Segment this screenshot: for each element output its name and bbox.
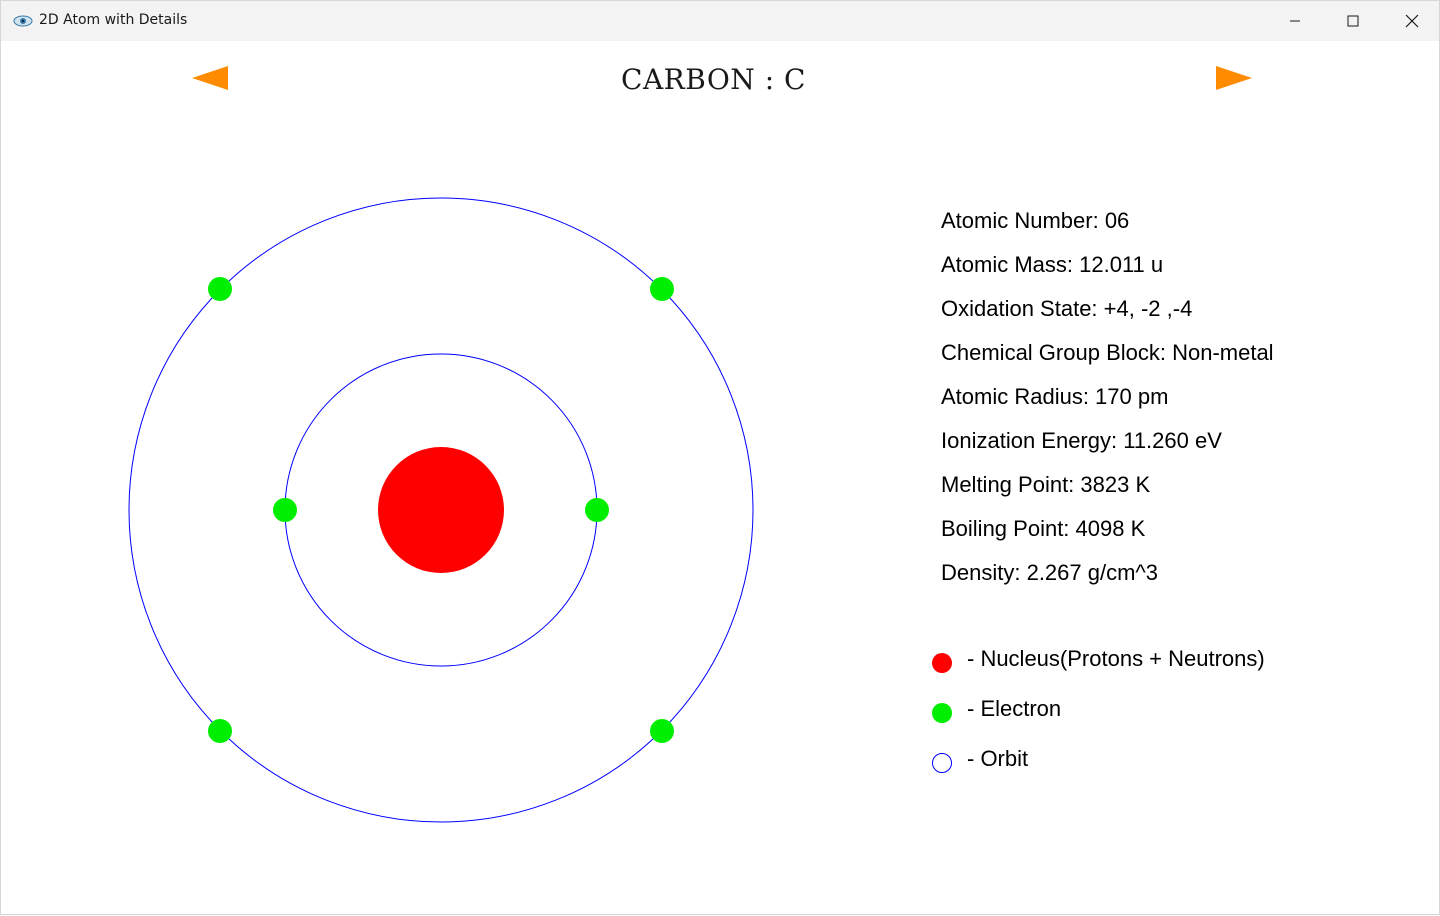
nucleus-legend-icon	[932, 653, 952, 673]
minimize-icon	[1290, 20, 1300, 22]
boiling-point: Boiling Point: 4098 K	[941, 516, 1146, 541]
previous-element-button[interactable]	[190, 64, 230, 92]
atomic-radius: Atomic Radius: 170 pm	[941, 384, 1169, 409]
electron	[650, 719, 674, 743]
atomic-mass: Atomic Mass: 12.011 u	[941, 252, 1164, 277]
arrow-right-icon	[1216, 66, 1252, 90]
electron	[585, 498, 609, 522]
arrow-left-icon	[192, 66, 228, 90]
maximize-icon	[1347, 15, 1359, 27]
element-details: Atomic Number: 06 Atomic Mass: 12.011 u …	[941, 204, 1274, 600]
legend-label: - Orbit	[967, 746, 1029, 771]
legend-label: - Nucleus(Protons + Neutrons)	[967, 646, 1265, 671]
electron	[273, 498, 297, 522]
app-eye-icon	[13, 15, 33, 27]
orbit-legend-icon	[932, 753, 952, 773]
title-bar[interactable]: 2D Atom with Details	[1, 1, 1439, 41]
atom-diagram	[128, 197, 754, 823]
chemical-group-block: Chemical Group Block: Non-metal	[941, 340, 1274, 365]
close-icon	[1405, 14, 1419, 28]
oxidation-state: Oxidation State: +4, -2 ,-4	[941, 296, 1193, 321]
electron-legend-icon	[932, 703, 952, 723]
electron	[650, 277, 674, 301]
nucleus	[378, 447, 504, 573]
main-canvas: CARBON : C Atomic Number: 06 Atomic Mass…	[1, 41, 1440, 916]
density: Density: 2.267 g/cm^3	[941, 560, 1158, 585]
atomic-number: Atomic Number: 06	[941, 208, 1130, 233]
outer-orbit	[128, 197, 754, 823]
window-title: 2D Atom with Details	[39, 12, 188, 28]
melting-point: Melting Point: 3823 K	[941, 472, 1151, 497]
next-element-button[interactable]	[1214, 64, 1254, 92]
legend-label: - Electron	[967, 696, 1062, 721]
electron	[208, 277, 232, 301]
maximize-button[interactable]	[1324, 1, 1382, 41]
element-title: CARBON : C	[621, 63, 806, 96]
close-button[interactable]	[1383, 1, 1440, 41]
minimize-button[interactable]	[1266, 1, 1324, 41]
electron	[208, 719, 232, 743]
ionization-energy: Ionization Energy: 11.260 eV	[941, 428, 1222, 453]
